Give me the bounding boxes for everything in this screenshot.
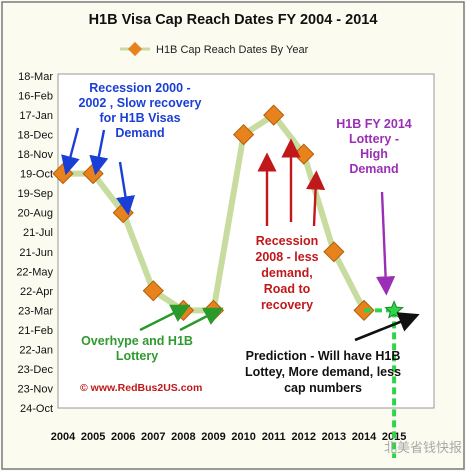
annotation-recession-2000: Recession 2000 - 2002 , Slow recovery fo… bbox=[79, 81, 202, 140]
y-tick-label: 22-Jan bbox=[19, 344, 53, 356]
prediction-group bbox=[364, 300, 404, 458]
annotation-h1b-2014: H1B FY 2014 Lottery - High Demand bbox=[336, 117, 412, 176]
annotation-line: cap numbers bbox=[284, 381, 362, 395]
y-tick-label: 24-Oct bbox=[20, 403, 53, 415]
y-tick-label: 16-Feb bbox=[18, 91, 53, 103]
y-tick-label: 19-Oct bbox=[20, 169, 53, 181]
annotation-line: Prediction - Will have H1B bbox=[246, 349, 401, 363]
y-tick-label: 23-Nov bbox=[18, 384, 54, 396]
x-tick-label: 2008 bbox=[171, 431, 195, 443]
y-tick-label: 18-Mar bbox=[18, 71, 53, 83]
annotation-line: for H1B Visas bbox=[99, 111, 180, 125]
y-tick-label: 21-Jun bbox=[19, 247, 53, 259]
annotation-line: High bbox=[360, 147, 388, 161]
annotation-line: Lottery bbox=[116, 349, 158, 363]
annotation-line: Demand bbox=[115, 126, 164, 140]
annotation-prediction: Prediction - Will have H1B Lottey, More … bbox=[245, 349, 401, 395]
x-tick-label: 2012 bbox=[292, 431, 316, 443]
annotation-line: 2008 - less bbox=[255, 250, 318, 264]
copyright-text: © www.RedBus2US.com bbox=[80, 382, 202, 394]
legend: H1B Cap Reach Dates By Year bbox=[120, 41, 309, 57]
x-tick-label: 2010 bbox=[231, 431, 255, 443]
x-tick-label: 2005 bbox=[81, 431, 105, 443]
y-tick-label: 23-Dec bbox=[18, 364, 54, 376]
annotation-arrows bbox=[61, 127, 420, 342]
y-tick-label: 18-Dec bbox=[18, 130, 54, 142]
x-tick-label: 2014 bbox=[352, 431, 377, 443]
annotation-recession-2008: Recession 2008 - less demand, Road to re… bbox=[255, 234, 318, 312]
annotation-line: Road to bbox=[264, 282, 311, 296]
annotation-line: Demand bbox=[349, 162, 398, 176]
annotation-line: H1B FY 2014 bbox=[336, 117, 412, 131]
annotation-line: Recession bbox=[256, 234, 319, 248]
blue-arrow-2 bbox=[89, 129, 109, 176]
x-tick-label: 2011 bbox=[262, 431, 286, 443]
annotation-line: demand, bbox=[261, 266, 312, 280]
annotation-line: Lottery - bbox=[349, 132, 399, 146]
data-point-marker bbox=[323, 241, 345, 263]
annotation-overhype: Overhype and H1B Lottery bbox=[81, 334, 193, 363]
x-tick-label: 2013 bbox=[322, 431, 346, 443]
data-point-marker bbox=[263, 104, 285, 126]
data-point-marker bbox=[232, 123, 255, 146]
y-tick-label: 22-May bbox=[16, 266, 53, 278]
green-arrow-2 bbox=[179, 307, 224, 332]
purple-arrow bbox=[376, 191, 396, 296]
black-arrow bbox=[354, 312, 420, 342]
x-tick-label: 2004 bbox=[51, 431, 76, 443]
data-point-marker bbox=[142, 280, 164, 302]
annotation-line: Overhype and H1B bbox=[81, 334, 193, 348]
x-tick-label: 2007 bbox=[141, 431, 165, 443]
y-tick-label: 23-Mar bbox=[18, 305, 53, 317]
green-arrow-1 bbox=[139, 304, 191, 332]
blue-arrow-1 bbox=[61, 127, 80, 176]
series-markers-group bbox=[52, 104, 375, 322]
y-tick-label: 18-Nov bbox=[18, 149, 54, 161]
annotation-line: 2002 , Slow recovery bbox=[79, 96, 202, 110]
x-tick-label: 2009 bbox=[201, 431, 225, 443]
y-tick-label: 22-Apr bbox=[20, 286, 53, 298]
annotation-line: Recession 2000 - bbox=[89, 81, 190, 95]
y-tick-label: 21-Jul bbox=[23, 227, 53, 239]
annotation-line: Lottey, More demand, less bbox=[245, 365, 401, 379]
red-arrow-3 bbox=[305, 170, 326, 227]
y-tick-label: 17-Jan bbox=[19, 110, 53, 122]
y-axis: 18-Mar 16-Feb 17-Jan 18-Dec 18-Nov 19-Oct 19-S… bbox=[16, 71, 53, 415]
y-tick-label: 19-Sep bbox=[18, 188, 53, 200]
y-tick-label: 20-Aug bbox=[18, 208, 53, 220]
annotation-line: recovery bbox=[261, 298, 313, 312]
blue-arrow-3 bbox=[116, 161, 135, 216]
chart-title: H1B Visa Cap Reach Dates FY 2004 - 2014 bbox=[89, 12, 378, 28]
legend-label: H1B Cap Reach Dates By Year bbox=[156, 44, 309, 56]
x-tick-label: 2006 bbox=[111, 431, 135, 443]
prediction-star-marker bbox=[384, 300, 404, 319]
y-tick-label: 21-Feb bbox=[18, 325, 53, 337]
watermark-text: 北美省钱快报 bbox=[384, 440, 462, 455]
